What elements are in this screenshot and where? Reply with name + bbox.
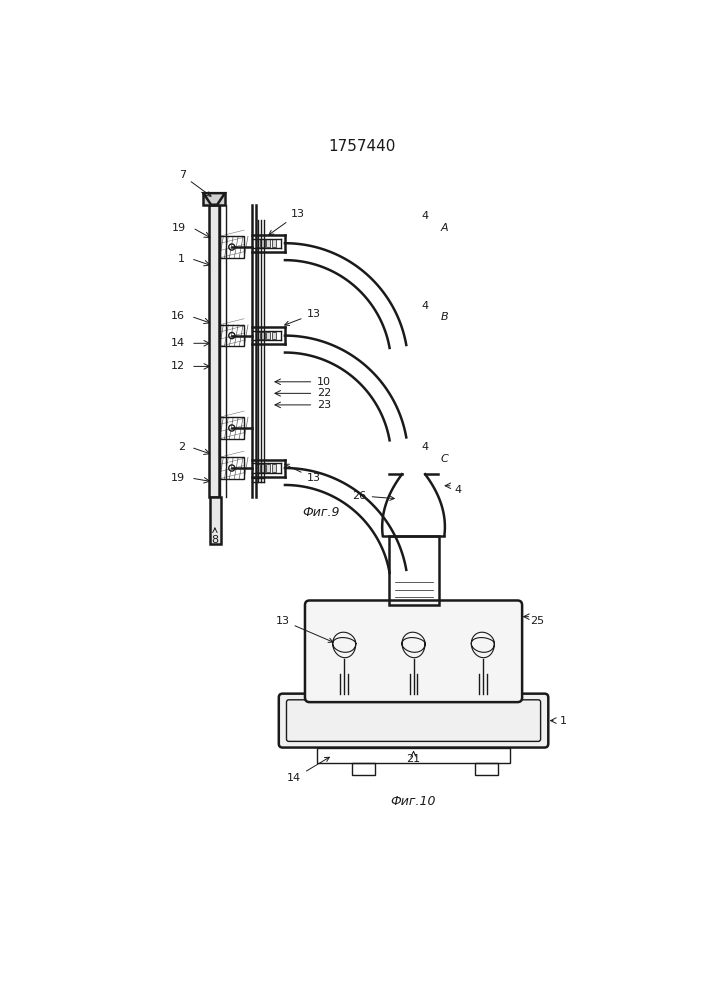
Bar [204,193,225,205]
Bar [219,457,244,479]
Bar [210,497,221,544]
Text: 2: 2 [177,442,185,452]
Text: 21: 21 [407,754,421,764]
Text: 12: 12 [170,361,185,371]
Text: 4: 4 [421,301,428,311]
Bar [272,464,276,472]
Text: 13: 13 [285,464,320,483]
Bar [267,464,270,472]
Text: 23: 23 [317,400,332,410]
Text: 22: 22 [317,388,332,398]
Bar [261,464,265,472]
Bar [267,332,270,339]
Text: Фиг.10: Фиг.10 [391,795,436,808]
Text: 25: 25 [530,615,544,626]
Text: 1: 1 [560,716,567,726]
Text: 16: 16 [171,311,185,321]
Bar [219,236,244,258]
Bar [256,332,259,339]
FancyBboxPatch shape [305,600,522,702]
Text: 13: 13 [276,615,333,642]
Bar [261,239,265,247]
Text: C: C [440,454,448,464]
Bar [352,763,375,774]
Text: A: A [440,223,448,233]
Text: 26: 26 [353,491,395,501]
Bar [272,332,276,339]
Polygon shape [204,193,225,205]
Text: 7: 7 [179,170,211,196]
FancyBboxPatch shape [279,694,549,748]
Bar [389,536,439,605]
Bar [267,239,270,247]
Text: 14: 14 [170,338,185,348]
Text: 4: 4 [455,485,462,495]
Text: 4: 4 [421,442,428,452]
Text: 8: 8 [211,528,218,545]
Text: 4: 4 [421,211,428,221]
Text: 1757440: 1757440 [328,139,396,154]
Bar [209,205,218,497]
Text: B: B [440,312,448,322]
Bar [256,464,259,472]
Bar [219,417,244,439]
Text: Фиг.9: Фиг.9 [303,506,340,519]
Text: 13: 13 [285,309,320,325]
Bar [475,763,498,774]
Bar [272,239,276,247]
Bar [219,325,244,346]
Text: 13: 13 [269,209,305,235]
Text: 19: 19 [173,223,187,233]
Bar [256,239,259,247]
Text: 14: 14 [287,757,329,783]
Bar [261,332,265,339]
Bar [317,748,510,763]
Text: 1: 1 [178,254,185,264]
Text: 19: 19 [170,473,185,483]
Text: 10: 10 [317,377,332,387]
